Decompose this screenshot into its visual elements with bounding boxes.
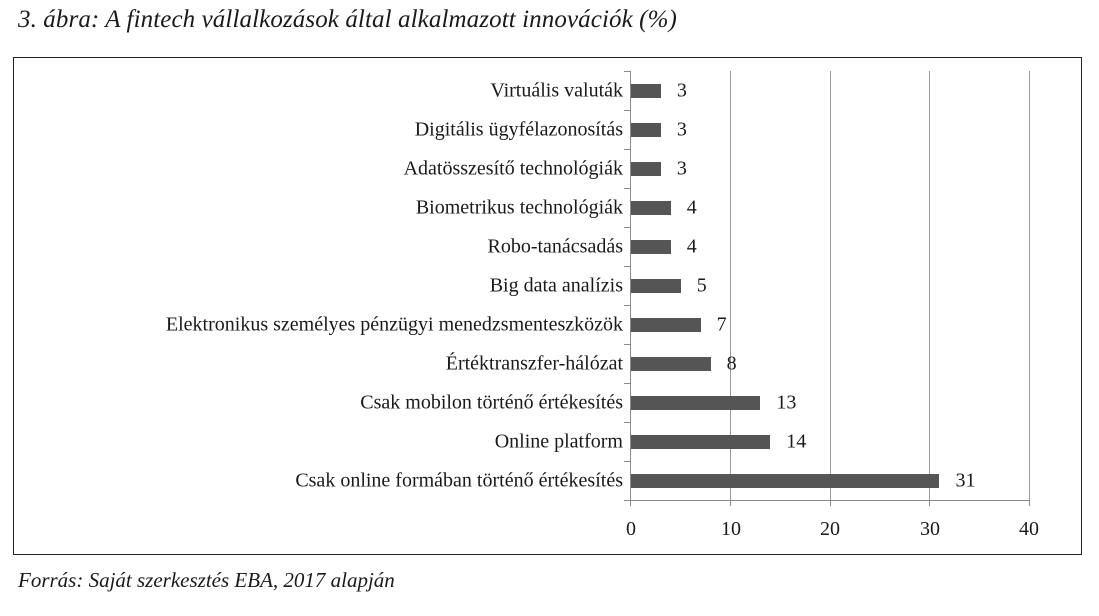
figure-caption: 3. ábra: A fintech vállalkozások által a… bbox=[18, 6, 677, 33]
x-tick-label: 40 bbox=[1019, 518, 1039, 540]
x-tick-label: 0 bbox=[626, 518, 636, 540]
category-label: Online platform bbox=[494, 430, 623, 452]
bar bbox=[631, 395, 761, 410]
x-tick-label: 20 bbox=[820, 518, 840, 540]
gridline-20 bbox=[830, 71, 831, 500]
y-axis bbox=[630, 71, 631, 500]
value-label: 4 bbox=[686, 235, 697, 257]
y-tick bbox=[624, 149, 631, 150]
category-label: Adatösszesítő technológiák bbox=[403, 157, 623, 179]
category-label: Big data analízis bbox=[489, 274, 623, 296]
bar bbox=[631, 317, 701, 332]
figure-source: Forrás: Saját szerkesztés EBA, 2017 alap… bbox=[18, 568, 395, 592]
y-tick bbox=[624, 344, 631, 345]
bar bbox=[631, 200, 671, 215]
value-label: 3 bbox=[676, 157, 687, 179]
x-tick-label: 10 bbox=[721, 518, 741, 540]
bar bbox=[631, 473, 940, 488]
x-axis bbox=[624, 500, 1030, 501]
value-label: 8 bbox=[726, 352, 737, 374]
value-label: 14 bbox=[786, 430, 807, 452]
value-label: 3 bbox=[676, 118, 687, 140]
category-label: Értéktranszfer-hálózat bbox=[445, 352, 623, 374]
x-tick-label: 30 bbox=[920, 518, 940, 540]
bar bbox=[631, 356, 711, 371]
y-tick bbox=[624, 110, 631, 111]
category-label: Digitális ügyfélazonosítás bbox=[414, 118, 623, 140]
x-tick bbox=[830, 500, 831, 506]
value-label: 3 bbox=[676, 79, 687, 101]
y-tick bbox=[624, 422, 631, 423]
bar bbox=[631, 83, 661, 98]
bar bbox=[631, 434, 771, 449]
category-label: Robo-tanácsadás bbox=[487, 235, 623, 257]
x-tick bbox=[630, 500, 631, 506]
category-label: Elektronikus személyes pénzügyi menedzsm… bbox=[165, 313, 623, 335]
x-tick bbox=[1029, 500, 1030, 506]
y-tick bbox=[624, 461, 631, 462]
value-label: 31 bbox=[955, 469, 976, 491]
value-label: 7 bbox=[716, 313, 727, 335]
category-label: Csak online formában történő értékesítés bbox=[295, 469, 623, 491]
value-label: 5 bbox=[696, 274, 707, 296]
bar bbox=[631, 161, 661, 176]
y-tick bbox=[624, 266, 631, 267]
bar bbox=[631, 278, 681, 293]
x-tick bbox=[929, 500, 930, 506]
y-tick bbox=[624, 71, 631, 72]
x-tick bbox=[730, 500, 731, 506]
category-label: Csak mobilon történő értékesítés bbox=[360, 391, 623, 413]
bar bbox=[631, 239, 671, 254]
y-tick bbox=[624, 383, 631, 384]
gridline-10 bbox=[730, 71, 731, 500]
gridline-30 bbox=[929, 71, 930, 500]
category-label: Virtuális valuták bbox=[490, 79, 623, 101]
value-label: 4 bbox=[686, 196, 697, 218]
category-label: Biometrikus technológiák bbox=[415, 196, 623, 218]
value-label: 13 bbox=[776, 391, 797, 413]
chart-frame bbox=[13, 57, 1082, 555]
y-tick bbox=[624, 188, 631, 189]
bar bbox=[631, 122, 661, 137]
y-tick bbox=[624, 227, 631, 228]
y-tick bbox=[624, 305, 631, 306]
gridline-40 bbox=[1029, 71, 1030, 500]
